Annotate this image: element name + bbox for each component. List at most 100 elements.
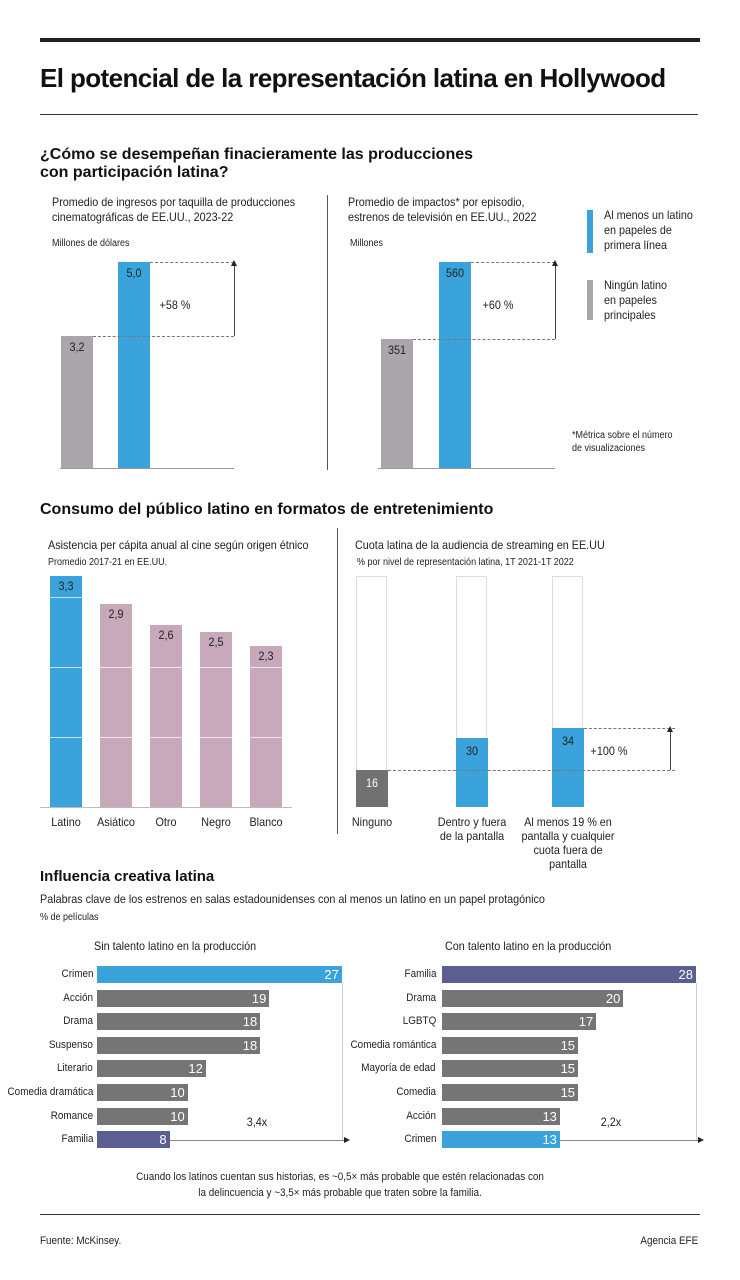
arrow-head-icon	[667, 726, 673, 733]
category-label: Romance	[50, 1109, 93, 1122]
section3-heading: Influencia creativa latina	[40, 868, 215, 885]
gridline	[50, 597, 82, 598]
data-label: 560	[445, 266, 465, 280]
legend-label-none: Ningún latino en papeles principales	[604, 278, 668, 322]
chart2-unit: Millones	[350, 238, 384, 249]
bottom-rule	[40, 1214, 700, 1215]
data-label: 20	[605, 990, 621, 1006]
data-label: 16	[365, 776, 379, 791]
source: Fuente: McKinsey.	[40, 1235, 122, 1247]
data-label: 34	[561, 734, 575, 749]
data-label: 19	[251, 990, 267, 1006]
data-label: 3,2	[69, 340, 85, 355]
category-label: Asiático	[97, 815, 135, 829]
data-label: 351	[387, 342, 407, 357]
bar	[97, 966, 342, 983]
category-label: Drama	[63, 1015, 93, 1028]
gridline	[200, 667, 232, 668]
section3-subtitle: Palabras clave de los estrenos en salas …	[40, 892, 545, 906]
reference-line	[695, 983, 697, 1141]
reference-line	[341, 983, 343, 1141]
legend-swatch-none	[587, 280, 593, 320]
baseline	[378, 468, 555, 469]
section2-heading: Consumo del público latino en formatos d…	[40, 501, 494, 518]
bar	[442, 966, 696, 983]
data-label: 2,5	[208, 635, 224, 649]
chart1-unit: Millones de dólares	[52, 238, 130, 249]
bar	[456, 737, 488, 807]
data-label: 15	[560, 1085, 576, 1100]
bar	[442, 1107, 560, 1125]
bar	[200, 632, 232, 807]
data-label: 5,0	[126, 266, 142, 280]
comparison-arrow	[169, 1140, 346, 1142]
gridline	[250, 667, 282, 668]
category-label: Comedia dramática	[7, 1086, 93, 1098]
gridline	[100, 737, 132, 738]
data-label: 18	[242, 1037, 258, 1053]
difference-arrow	[555, 262, 556, 339]
data-label: 18	[242, 1014, 258, 1030]
data-label: 15	[560, 1037, 576, 1053]
top-rule	[40, 38, 700, 42]
annotation: 3,4x	[246, 1115, 268, 1130]
category-label: Suspenso	[48, 1038, 93, 1051]
reference-line	[413, 338, 555, 340]
data-label: 30	[465, 743, 479, 758]
legend-swatch-latino	[587, 210, 593, 253]
bar	[97, 1013, 261, 1031]
category-label: Latino	[51, 815, 81, 829]
legend-label-latino: Al menos un latino en papeles de primera l…	[604, 208, 693, 252]
data-label: 13	[542, 1108, 557, 1124]
annotation: 2,2x	[600, 1115, 622, 1130]
chart3-subtitle: Promedio 2017-21 en EE.UU.	[48, 557, 168, 568]
bar	[442, 1060, 579, 1078]
data-label: 15	[560, 1061, 576, 1077]
arrow-head-icon	[343, 1137, 350, 1144]
title-rule	[40, 114, 698, 115]
category-label: LGBTQ	[402, 1015, 436, 1028]
chart5-title: Sin talento latino en la producción	[94, 939, 257, 953]
chart1-title: Promedio de ingresos por taquilla de pro…	[52, 195, 296, 224]
reference-line	[388, 770, 675, 772]
data-label: 10	[170, 1085, 185, 1100]
data-label: 2,9	[108, 607, 124, 621]
chart2-title: Promedio de impactos* por episodio, estre…	[348, 195, 537, 224]
bar	[50, 576, 82, 807]
bar	[97, 1060, 206, 1078]
data-label: 3,3	[58, 579, 74, 593]
data-label: 10	[170, 1108, 185, 1124]
section3-unit: % de películas	[40, 912, 99, 923]
annotation: +100 %	[590, 744, 628, 759]
reference-line	[150, 262, 234, 263]
category-label: Crimen	[404, 1133, 436, 1146]
bar	[439, 262, 471, 468]
category-label: Literario	[57, 1062, 93, 1075]
chart3-title: Asistencia per cápita anual al cine segú…	[48, 538, 309, 552]
data-label: 2,6	[158, 628, 174, 642]
bar	[118, 262, 150, 468]
bar	[356, 770, 388, 807]
data-label: 12	[188, 1061, 203, 1077]
difference-arrow	[234, 262, 235, 337]
category-label: Acción	[63, 991, 93, 1004]
category-label: Mayoría de edad	[361, 1062, 436, 1075]
bar	[442, 1131, 560, 1149]
arrow-head-icon	[231, 260, 237, 266]
gridline	[100, 667, 132, 668]
data-label: 27	[324, 967, 339, 982]
bar	[250, 646, 282, 807]
bar	[442, 1036, 579, 1054]
category-label: Comedia	[396, 1086, 436, 1098]
bar	[552, 728, 584, 807]
data-label: 2,3	[258, 649, 274, 663]
difference-arrow	[670, 728, 671, 771]
bar	[97, 1131, 170, 1149]
category-label: Acción	[406, 1109, 436, 1122]
bar	[442, 1084, 579, 1101]
gridline	[50, 667, 82, 668]
category-label: Dentro y fuera de la pantalla	[437, 815, 507, 843]
data-label: 8	[159, 1132, 167, 1148]
bar	[97, 1107, 188, 1125]
